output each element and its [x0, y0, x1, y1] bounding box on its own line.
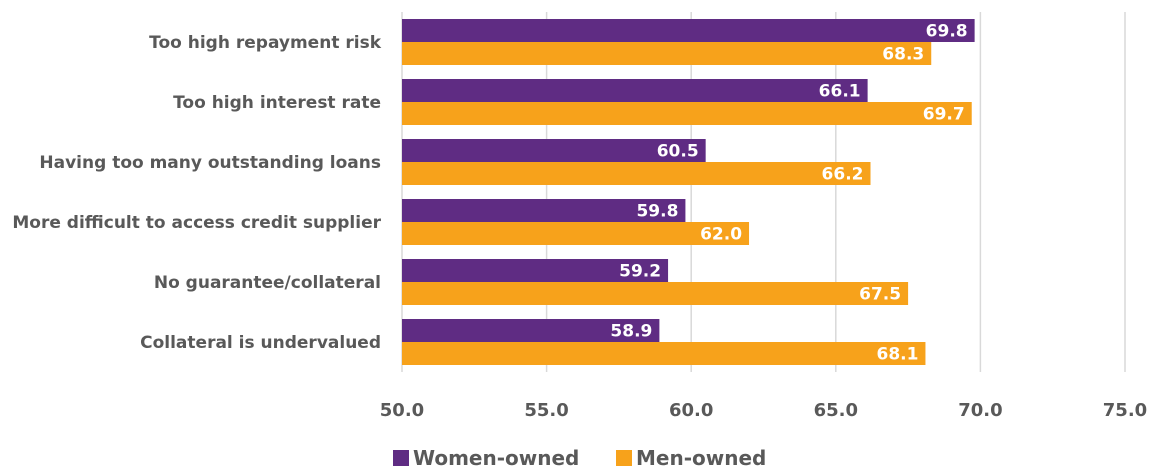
category-label: Collateral is undervalued: [140, 333, 381, 353]
bar-men-owned-too-high-interest-rate: [402, 102, 972, 125]
data-label-men-owned: 68.1: [876, 345, 918, 365]
category-label: Too high interest rate: [173, 93, 381, 113]
legend-swatch-women-owned: [393, 450, 409, 466]
legend-label-women-owned: Women-owned: [413, 446, 579, 467]
gridlines: [401, 12, 1126, 372]
data-label-men-owned: 69.7: [923, 105, 965, 125]
bar-women-owned-more-difficult-to-access-credit-supplier: [402, 199, 686, 222]
x-tick-labels: 50.0 55.0 60.0 65.0 70.0 75.0: [380, 400, 1147, 421]
data-label-men-owned: 67.5: [859, 285, 901, 305]
bar-women-owned-too-high-repayment-risk: [402, 19, 975, 42]
bar-men-owned-collateral-is-undervalued: [402, 342, 926, 365]
bar-women-owned-collateral-is-undervalued: [402, 319, 660, 342]
bar-men-owned-no-guarantee-collateral: [402, 282, 909, 305]
legend-swatch-men-owned: [616, 450, 632, 466]
legend: Women-owned Men-owned: [393, 446, 766, 467]
data-label-women-owned: 69.8: [926, 22, 968, 42]
x-tick-label: 75.0: [1103, 400, 1147, 421]
data-label-men-owned: 66.2: [822, 165, 864, 185]
x-tick-label: 55.0: [524, 400, 568, 421]
bar-men-owned-having-too-many-outstanding-loans: [402, 162, 871, 185]
data-label-women-owned: 59.8: [636, 202, 678, 222]
bar-men-owned-more-difficult-to-access-credit-supplier: [402, 222, 750, 245]
data-label-women-owned: 58.9: [610, 322, 652, 342]
category-label: Having too many outstanding loans: [39, 153, 381, 173]
data-label-women-owned: 60.5: [657, 142, 699, 162]
category-label: No guarantee/collateral: [154, 273, 381, 293]
data-label-women-owned: 59.2: [619, 262, 661, 282]
x-tick-label: 60.0: [669, 400, 713, 421]
bar-women-owned-no-guarantee-collateral: [402, 259, 669, 282]
legend-label-men-owned: Men-owned: [636, 446, 766, 467]
bars: 69.868.3 66.1 69.7 60.5 66.2 59.8 62.0 59.2 67.5…: [402, 19, 975, 365]
x-tick-label: 50.0: [380, 400, 424, 421]
bar-women-owned-having-too-many-outstanding-loans: [402, 139, 706, 162]
data-label-men-owned: 62.0: [700, 225, 742, 245]
data-label-men-owned: 68.3: [882, 45, 924, 65]
category-label: Too high repayment risk: [149, 33, 382, 53]
x-tick-label: 65.0: [814, 400, 858, 421]
category-label: More difficult to access credit supplier: [12, 213, 381, 233]
x-tick-label: 70.0: [958, 400, 1002, 421]
bar-men-owned-too-high-repayment-risk: [402, 42, 932, 65]
data-label-women-owned: 66.1: [819, 82, 861, 102]
category-labels: Too high repayment risk Too high interest…: [12, 33, 381, 353]
bar-women-owned-too-high-interest-rate: [402, 79, 868, 102]
